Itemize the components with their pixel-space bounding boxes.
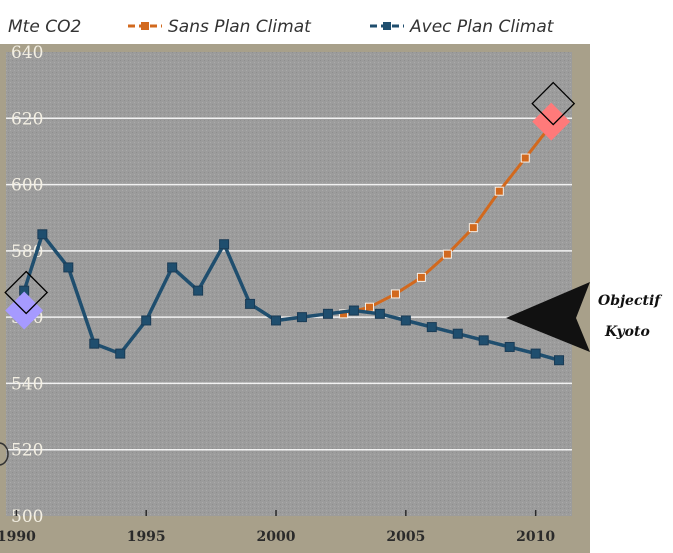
y-tick-label: 500 xyxy=(11,507,43,527)
data-point xyxy=(426,322,437,333)
data-point xyxy=(115,348,126,359)
x-tick-label: 2010 xyxy=(516,529,555,545)
data-point xyxy=(63,262,74,273)
arrow-icon xyxy=(506,282,590,352)
x-tick-label: 2000 xyxy=(257,529,296,545)
objectif-kyoto-annotation: Objectif Kyoto xyxy=(506,282,663,352)
annotation-line-2: Kyoto xyxy=(604,324,650,340)
outline-diamond xyxy=(4,270,49,315)
outline-diamond xyxy=(531,81,576,126)
y-tick-label: 540 xyxy=(11,374,43,394)
data-point xyxy=(530,348,541,359)
data-point xyxy=(89,338,100,349)
data-point xyxy=(390,289,400,299)
x-tick-label: 1990 xyxy=(0,529,36,545)
series-layer xyxy=(19,120,565,366)
y-tick-label: 640 xyxy=(11,43,43,63)
legend-label: Sans Plan Climat xyxy=(168,17,312,37)
x-tick-label: 1995 xyxy=(127,529,166,545)
data-point xyxy=(322,308,333,319)
data-point xyxy=(554,355,565,366)
data-point xyxy=(141,315,152,326)
highlight-diamond xyxy=(532,102,571,141)
data-point xyxy=(442,249,452,259)
legend-label: Avec Plan Climat xyxy=(409,17,555,37)
data-point xyxy=(494,186,504,196)
x-tick-label: 2005 xyxy=(386,529,425,545)
data-point xyxy=(193,285,204,296)
highlight-diamond xyxy=(5,291,44,330)
data-point xyxy=(416,272,426,282)
data-point xyxy=(364,302,374,312)
data-point xyxy=(348,305,359,316)
data-point xyxy=(37,229,48,240)
y-axis-ticks: 500520540560580600620640 xyxy=(11,43,43,527)
data-point xyxy=(271,315,282,326)
data-point xyxy=(478,335,489,346)
data-point xyxy=(452,328,463,339)
x-axis-ticks: 1990 1995 2000 2005 2010 xyxy=(0,510,555,545)
highlight-markers xyxy=(4,81,576,330)
series-line xyxy=(22,230,560,362)
data-point xyxy=(167,262,178,273)
y-tick-label: 600 xyxy=(11,176,43,196)
legend-item-avec-plan: Avec Plan Climat xyxy=(370,17,555,37)
data-point xyxy=(400,315,411,326)
data-point xyxy=(245,298,256,309)
y-tick-label: 620 xyxy=(11,109,43,129)
data-point xyxy=(468,223,478,233)
plot-area xyxy=(6,52,572,516)
legend-item-sans-plan: Sans Plan Climat xyxy=(128,17,312,37)
unit-label: Mte CO2 xyxy=(8,17,81,37)
data-point xyxy=(219,239,230,250)
y-tick-label: 520 xyxy=(11,441,43,461)
data-point xyxy=(296,312,307,323)
data-point xyxy=(520,153,530,163)
data-point xyxy=(374,308,385,319)
edge-ring xyxy=(0,442,9,466)
data-point xyxy=(504,341,515,352)
annotation-line-1: Objectif xyxy=(598,293,663,309)
